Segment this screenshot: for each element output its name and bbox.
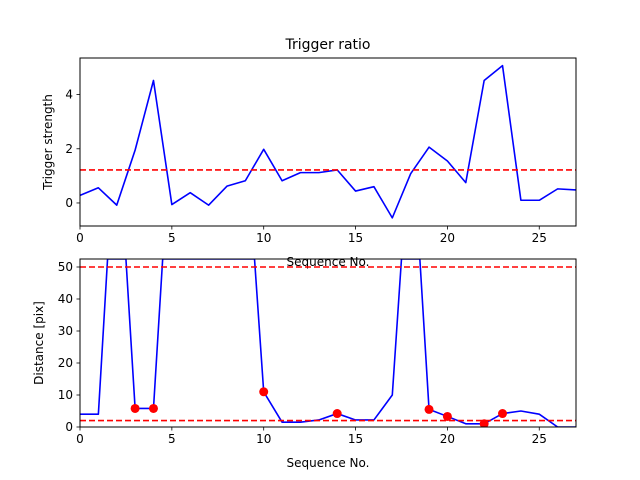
trigger-y-tick-label: 0 — [65, 196, 73, 210]
trigger-series-line — [80, 64, 576, 219]
distance-marker-point — [130, 403, 140, 413]
distance-plot: 0 5 10 15 20 25 0 10 20 30 40 50 Sequence No. Dista… — [32, 258, 577, 470]
distance-x-tick-label: 5 — [168, 432, 176, 446]
distance-y-tick-label: 40 — [58, 292, 73, 306]
trigger-x-tick-label: 10 — [256, 231, 271, 245]
trigger-plot-marks — [80, 64, 576, 219]
trigger-x-tick-label: 5 — [168, 231, 176, 245]
distance-x-tick-label: 10 — [256, 432, 271, 446]
distance-ticks: 0 5 10 15 20 25 0 10 20 30 40 50 — [58, 260, 547, 446]
distance-y-tick-label: 50 — [58, 260, 73, 274]
distance-x-tick-label: 15 — [348, 432, 363, 446]
distance-axes-frame — [79, 258, 577, 428]
trigger-ticks: 0 5 10 15 20 25 0 2 4 — [65, 88, 547, 245]
trigger-x-tick-label: 15 — [348, 231, 363, 245]
chart-title: Trigger ratio — [284, 37, 370, 53]
trigger-x-tick-label: 20 — [440, 231, 455, 245]
distance-plot-marks — [80, 259, 576, 427]
distance-x-tick-label: 25 — [532, 432, 547, 446]
distance-marker-point — [148, 403, 158, 413]
distance-marker-point — [442, 411, 452, 421]
distance-x-tick-label: 0 — [76, 432, 84, 446]
trigger-y-tick-label: 4 — [65, 88, 73, 102]
trigger-y-tick-label: 2 — [65, 142, 73, 156]
trigger-x-tick-label: 0 — [76, 231, 84, 245]
distance-marker-point — [332, 409, 342, 419]
distance-x-tick-label: 20 — [440, 432, 455, 446]
trigger-x-tick-label: 25 — [532, 231, 547, 245]
distance-y-tick-label: 0 — [65, 420, 73, 434]
trigger-axes-frame — [79, 57, 577, 227]
distance-marker-point — [424, 404, 434, 414]
distance-x-axis-label: Sequence No. — [287, 456, 370, 470]
distance-y-tick-label: 30 — [58, 324, 73, 338]
distance-y-tick-label: 20 — [58, 356, 73, 370]
trigger-y-axis-label: Trigger strength — [41, 94, 55, 191]
distance-marker-point — [498, 409, 508, 419]
distance-y-axis-label: Distance [pix] — [32, 301, 46, 385]
distance-y-tick-label: 10 — [58, 388, 73, 402]
distance-marker-point — [259, 387, 269, 397]
